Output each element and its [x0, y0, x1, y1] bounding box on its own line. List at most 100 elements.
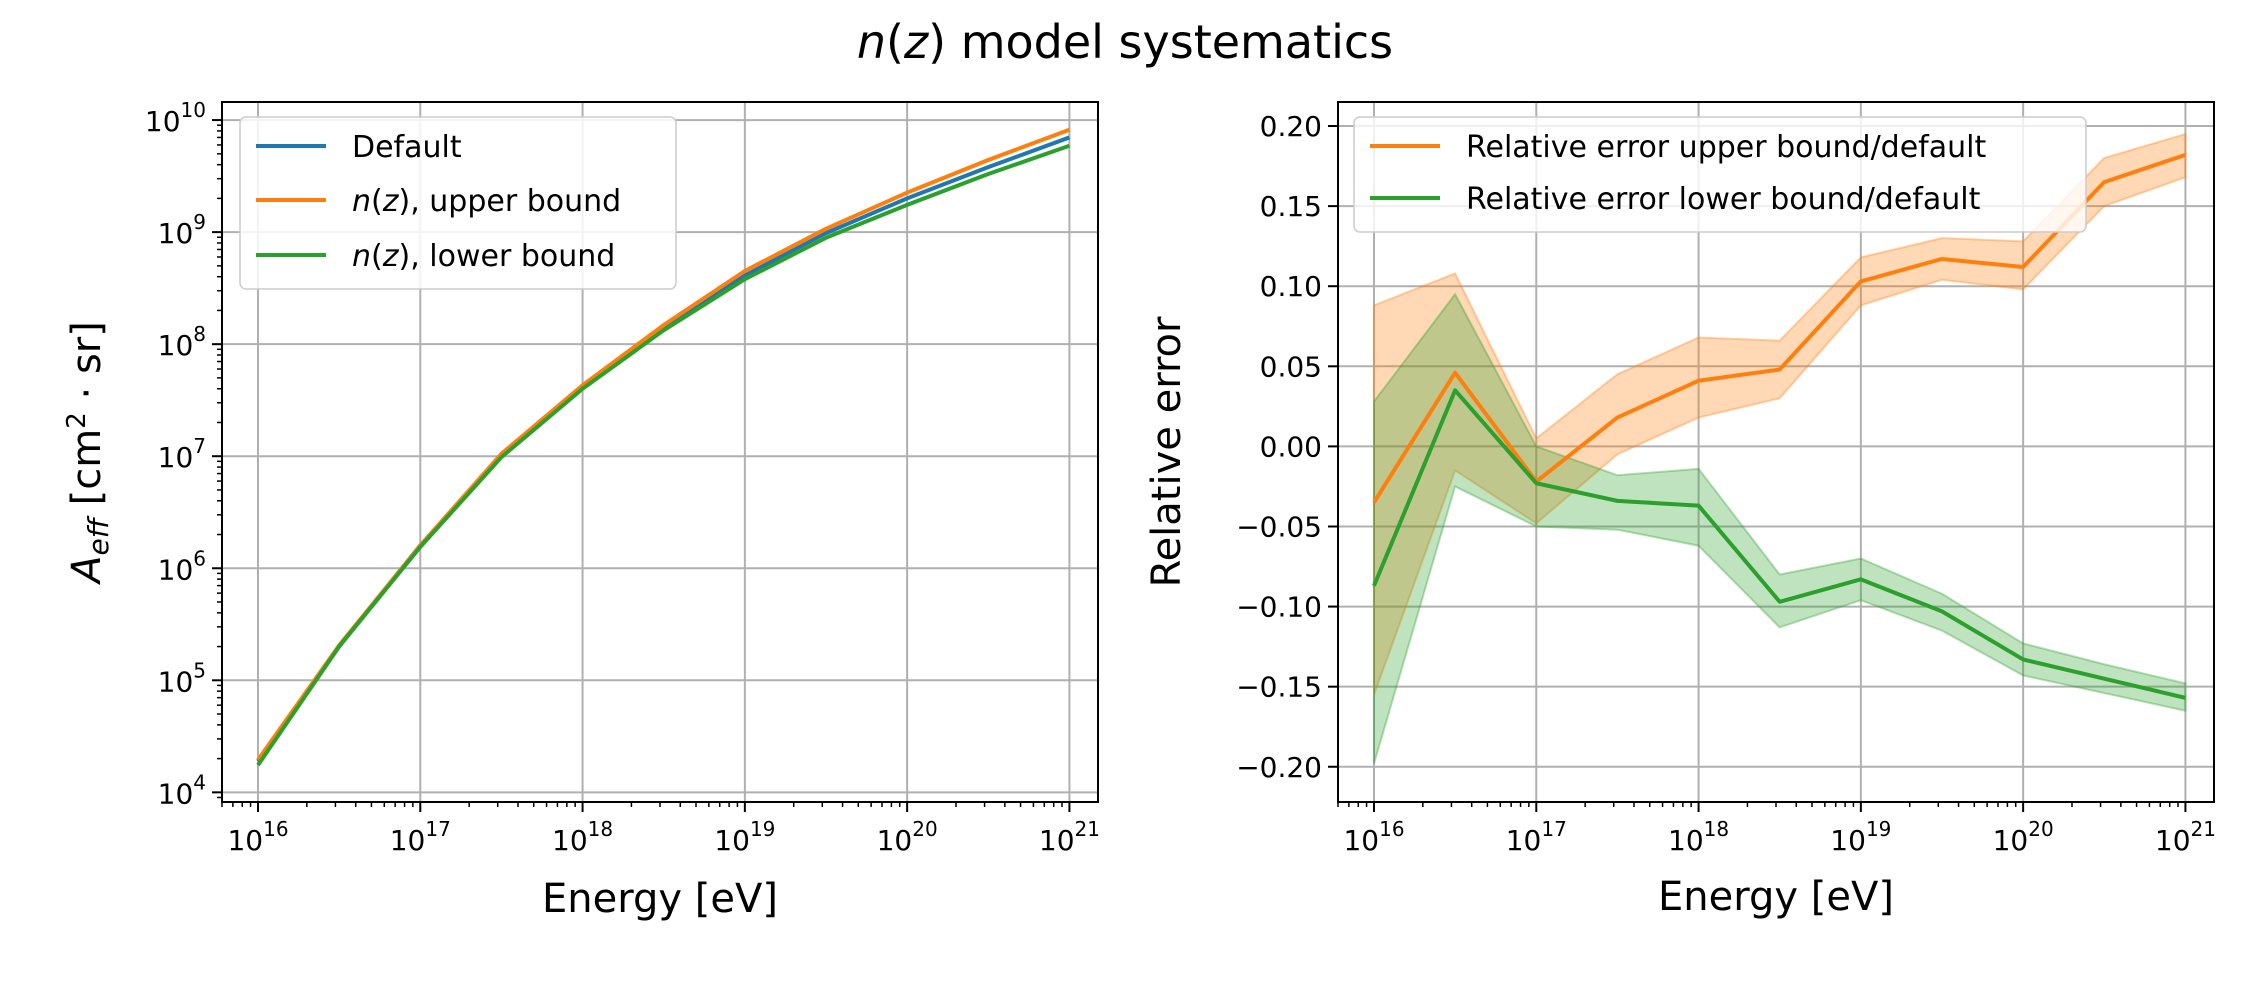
left-x-tick-exp: 21	[1075, 817, 1100, 841]
left-x-tick-exp: 19	[750, 817, 775, 841]
left-x-tick-base: 10	[227, 824, 263, 857]
left-y-tick-base: 10	[158, 217, 194, 250]
legend-label-lower-bound: n(z), lower bound	[352, 239, 615, 274]
left-y-label-sub: eff	[82, 515, 115, 555]
right-x-tick-label-21: 1021	[2155, 817, 2216, 857]
right-y-tick-label-0-15: −0.15	[1236, 671, 1322, 704]
left-y-tick-label-6: 106	[158, 546, 206, 586]
left-y-axis-label: Aeff [cm2 · sr]	[62, 321, 115, 586]
series-line-n-z-lower-bound	[256, 143, 1071, 767]
left-x-tick-label-17: 1017	[390, 817, 451, 857]
right-x-tick-label-20: 1020	[1993, 817, 2054, 857]
left-axes-frame	[221, 101, 1099, 803]
series-band-relative-error-lower-bound-default	[1373, 292, 2187, 764]
left-x-tick-label-19: 1019	[714, 817, 775, 857]
left-y-tick-exp: 7	[193, 434, 206, 458]
right-y-tick-label-0-20: 0.20	[1260, 110, 1322, 143]
right-x-tick-base: 10	[1993, 824, 2029, 857]
left-x-tick-exp: 18	[588, 817, 613, 841]
left-x-tick-base: 10	[390, 824, 426, 857]
left-y-tick-exp: 10	[181, 98, 206, 122]
left-x-tick-base: 10	[1039, 824, 1075, 857]
right-x-tick-label-17: 1017	[1506, 817, 1567, 857]
right-y-tick-label-0-10: 0.10	[1260, 270, 1322, 303]
right-x-tick-base: 10	[1506, 824, 1542, 857]
series-line-relative-error-lower-bound-default	[1372, 388, 2186, 700]
right-x-axis-label: Energy [eV]	[1658, 874, 1894, 920]
series-line-relative-error-upper-bound-default	[1372, 152, 2187, 504]
right-y-tick-label-0-05: −0.05	[1236, 510, 1322, 543]
left-y-tick-label-4: 104	[158, 770, 206, 810]
right-x-ticks: 1016 1017 1018 1019 1020 1021	[1337, 802, 2216, 857]
legend-label-rel-lower: Relative error lower bound/default	[1466, 182, 1981, 217]
left-y-tick-label-10: 1010	[145, 98, 206, 138]
right-y-tick-label-0-00: 0.00	[1260, 430, 1322, 463]
right-axes-frame	[1337, 101, 2215, 803]
right-x-tick-exp: 16	[1379, 817, 1404, 841]
legend-lower-rest: , lower bound	[410, 239, 615, 274]
left-x-tick-label-20: 1020	[877, 817, 938, 857]
left-x-tick-exp: 17	[425, 817, 450, 841]
right-x-tick-exp: 18	[1704, 817, 1729, 841]
left-x-axis-label: Energy [eV]	[542, 876, 778, 922]
left-plot-lines	[256, 127, 1071, 767]
right-plot-lines	[1372, 132, 2187, 764]
left-y-tick-label-9: 109	[158, 210, 206, 250]
left-x-tick-exp: 20	[912, 817, 937, 841]
figure-title: n(z) model systematics	[857, 15, 1393, 69]
left-x-tick-base: 10	[552, 824, 588, 857]
left-x-tick-label-21: 1021	[1039, 817, 1100, 857]
series-band-relative-error-upper-bound-default	[1373, 132, 2187, 696]
right-x-tick-base: 10	[1830, 824, 1866, 857]
left-y-tick-exp: 4	[193, 770, 206, 794]
right-x-tick-label-18: 1018	[1668, 817, 1729, 857]
legend-upper-n: n	[352, 184, 371, 219]
right-x-tick-base: 10	[1668, 824, 1704, 857]
left-y-tick-base: 10	[158, 553, 194, 586]
left-y-tick-base: 10	[158, 441, 194, 474]
relative-error-panel: 1016 1017 1018 1019 1020 1021 0.200.150.100.0…	[1144, 101, 2216, 920]
right-y-tick-label-0-15: 0.15	[1260, 190, 1322, 223]
legend-upper-z: z	[382, 184, 400, 219]
right-x-tick-label-16: 1016	[1343, 817, 1404, 857]
left-y-label-a: A	[64, 555, 110, 585]
right-x-tick-base: 10	[1343, 824, 1379, 857]
left-y-label-unit-exp: 2	[62, 412, 92, 429]
legend-lower-n: n	[352, 239, 371, 274]
left-x-tick-base: 10	[877, 824, 913, 857]
left-y-tick-base: 10	[145, 105, 181, 138]
right-x-tick-base: 10	[2155, 824, 2191, 857]
right-y-axis-label: Relative error	[1144, 316, 1190, 587]
right-x-tick-exp: 21	[2191, 817, 2216, 841]
left-y-tick-exp: 5	[193, 658, 206, 682]
title-n: n	[857, 15, 886, 69]
left-y-tick-exp: 9	[193, 210, 206, 234]
left-x-tick-exp: 16	[263, 817, 288, 841]
left-x-tick-label-18: 1018	[552, 817, 613, 857]
right-x-tick-exp: 20	[2028, 817, 2053, 841]
left-y-tick-exp: 8	[193, 322, 206, 346]
right-x-tick-exp: 19	[1866, 817, 1891, 841]
left-y-label-unit-close: · sr]	[64, 321, 110, 412]
legend-label-upper-bound: n(z), upper bound	[352, 184, 621, 219]
right-y-tick-label-0-05: 0.05	[1260, 350, 1322, 383]
legend-lower-z: z	[382, 239, 400, 274]
right-legend: Relative error upper bound/default Relat…	[1353, 116, 2087, 233]
right-y-tick-label-0-20: −0.20	[1236, 751, 1322, 784]
left-y-tick-base: 10	[158, 665, 194, 698]
left-y-tick-base: 10	[158, 777, 194, 810]
left-y-tick-label-5: 105	[158, 658, 206, 698]
left-y-tick-exp: 6	[193, 546, 206, 570]
right-legend-box	[1353, 116, 2087, 233]
title-z: z	[903, 15, 929, 69]
left-x-tick-base: 10	[714, 824, 750, 857]
right-y-ticks: 0.20 0.15 0.10 0.05 0.00 −0.05 −0.10 −0.15 −0.20	[1236, 110, 1338, 784]
legend-upper-rest: , upper bound	[410, 184, 621, 219]
right-x-tick-exp: 17	[1541, 817, 1566, 841]
legend-label-default: Default	[352, 130, 462, 165]
left-x-ticks: 1016 1017 1018 1019 1020 1021	[221, 802, 1100, 857]
right-x-tick-label-19: 1019	[1830, 817, 1891, 857]
left-legend-box	[239, 116, 677, 290]
